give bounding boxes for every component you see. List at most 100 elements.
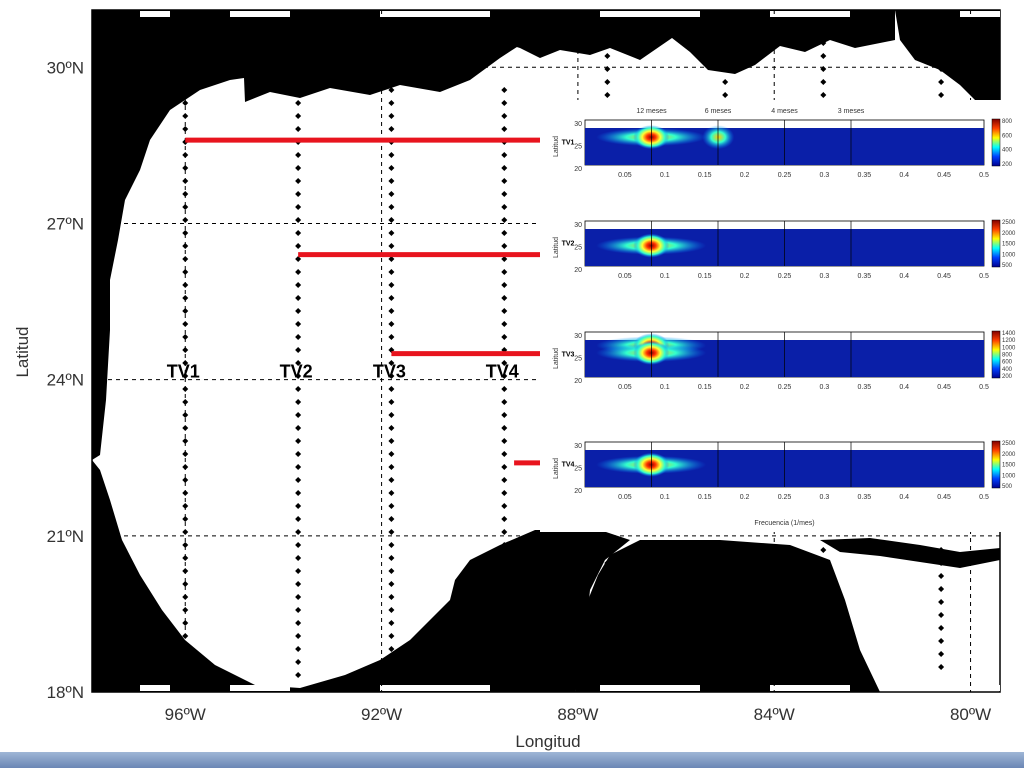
transect-station [388,425,395,431]
transect-station [295,412,302,418]
panel-tag: TV4 [562,462,575,469]
period-label: 4 meses [771,108,798,115]
transect-station [295,191,302,197]
frame-segment [140,11,170,17]
transect-station [295,243,302,249]
transect-station [295,503,302,509]
panel-x-tick: 0.45 [937,273,951,280]
transect-station [388,334,395,340]
transect-station [604,664,611,670]
transect-station [295,451,302,457]
transect-station [182,334,189,340]
transect-station [295,516,302,522]
panel-x-tick: 0.15 [698,172,712,179]
colorbar-tick: 2000 [1002,452,1016,458]
transect-station [388,178,395,184]
transect-station [388,373,395,379]
transect-station [388,87,395,93]
colorbar-tick: 200 [1002,374,1013,380]
transect-station [182,633,189,639]
transect-label: TV2 [280,362,313,382]
transect-label: TV4 [486,362,519,382]
transect-station [820,664,827,670]
colorbar-tick: 1000 [1002,345,1016,351]
transect-station [388,438,395,444]
period-label: 3 meses [838,108,865,115]
frame-segment [960,11,1000,17]
transect-station [501,490,508,496]
transect-station [501,542,508,548]
transect-station [938,92,945,98]
transect-station [295,204,302,210]
colorbar-tick: 400 [1002,367,1013,373]
transect-station [938,664,945,670]
transect-station [388,256,395,262]
panel-x-tick: 0.45 [937,494,951,501]
transect-station [388,295,395,301]
transect-station [295,308,302,314]
colorbar-tick: 1500 [1002,463,1016,469]
panel-y-tick: 20 [574,488,582,495]
transect-station [501,672,508,678]
frame-segment [600,685,700,691]
panel-x-tick: 0.3 [820,494,830,501]
transect-station [722,638,729,644]
panel-x-tick: 0.1 [660,172,670,179]
transect-station [295,672,302,678]
panel-x-tick: 0.1 [660,384,670,391]
colorbar [991,330,1001,379]
panel-x-tick: 0.35 [857,273,871,280]
panel-x-tick: 0.35 [857,494,871,501]
transect-station [182,191,189,197]
transect-station [820,27,827,33]
transect-station [604,53,611,59]
panel-x-tick: 0.45 [937,172,951,179]
transect-station [501,334,508,340]
transect-station [295,282,302,288]
transect-station [501,217,508,223]
transect-station [388,542,395,548]
transect-station [295,386,302,392]
transect-lines: TV1 TV2 TV3 TV4 [167,27,945,678]
transect-station [182,373,189,379]
transect-station [501,100,508,106]
transect-station [182,113,189,119]
transect-station [938,547,945,553]
transect-station [820,573,827,579]
transect-station [388,217,395,223]
transect-station [388,451,395,457]
colorbar-tick: 200 [1002,162,1013,168]
transect-station [182,204,189,210]
transect-station [722,66,729,72]
transect-station [182,594,189,600]
panel-y-tick: 30 [574,333,582,340]
transect-station [388,152,395,158]
transect-station [501,191,508,197]
transect-station [722,651,729,657]
transect-station [182,321,189,327]
transect-station [182,87,189,93]
transect-station [388,126,395,132]
transect-station [501,399,508,405]
panel-y-tick: 25 [574,144,582,151]
transect-station [501,308,508,314]
transect-station [182,542,189,548]
transect-station [938,586,945,592]
transect-station [295,152,302,158]
frame-segment [770,11,850,17]
transect-station [295,399,302,405]
transect-station [722,53,729,59]
transect-station [388,594,395,600]
panel-x-tick: 0.15 [698,273,712,280]
period-label: 6 meses [705,108,732,115]
panel-x-tick: 0.5 [979,172,989,179]
transect-station [501,126,508,132]
panel-x-tick: 0.15 [698,494,712,501]
transect-station [388,191,395,197]
colorbar-tick: 500 [1002,263,1013,269]
transect-station [295,295,302,301]
transect-station [820,547,827,553]
transect-station [501,152,508,158]
panel-x-tick: 0.2 [740,273,750,280]
transect-station [938,599,945,605]
